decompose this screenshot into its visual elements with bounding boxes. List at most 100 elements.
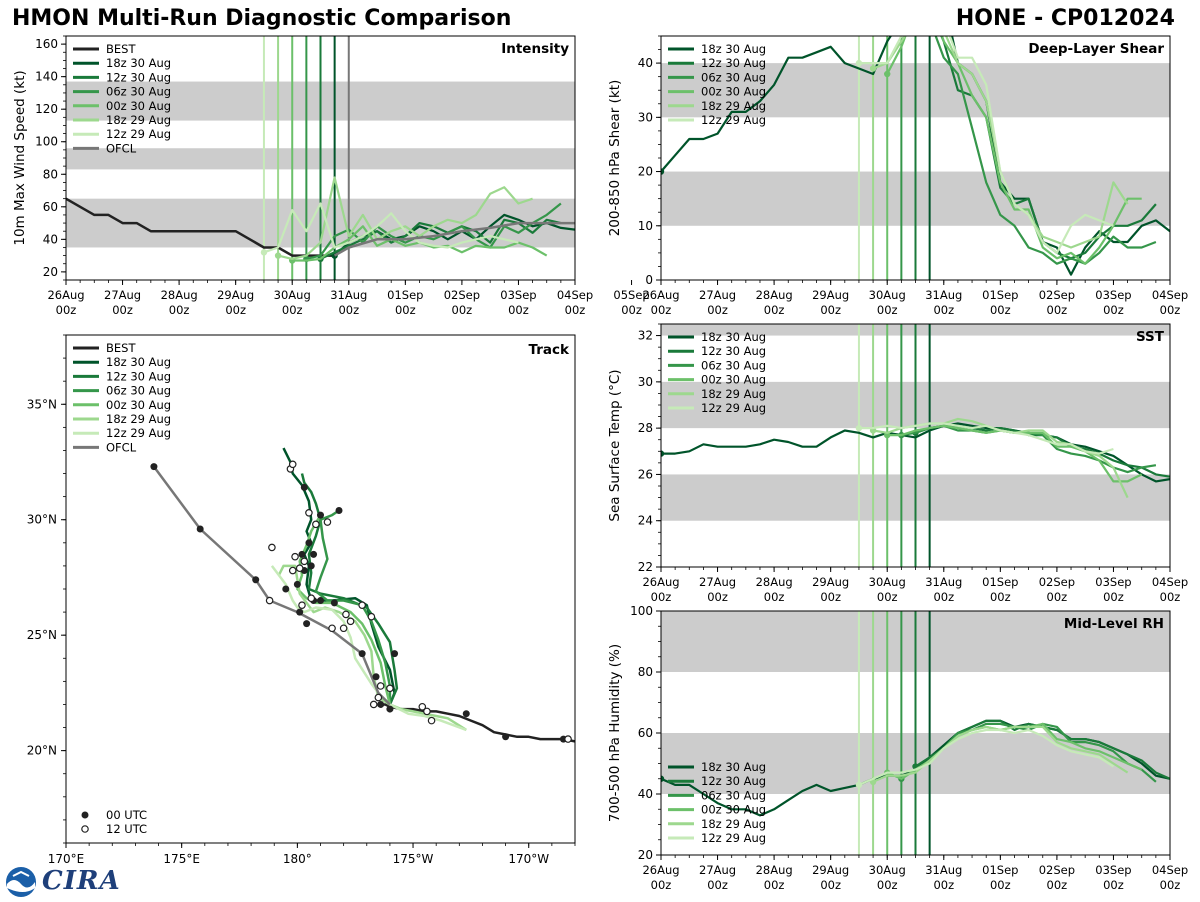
track-marker-12utc — [346, 617, 355, 626]
track-legend-label-best: BEST — [106, 341, 136, 355]
intensity-xtick-hour: 00z — [508, 303, 529, 317]
track-legend-label-12z-29-aug: 12z 29 Aug — [106, 426, 171, 440]
track-ytick-label: 25°N — [27, 628, 57, 642]
sst-xtick-hour: 00z — [820, 590, 841, 604]
track-marker-00utc — [293, 580, 301, 588]
track-series-18z-30-aug — [282, 447, 396, 705]
shear-xtick-day: 28Aug — [756, 288, 793, 302]
intensity-ytick-label: 100 — [35, 135, 58, 149]
track-marker-12utc — [291, 552, 299, 561]
sst-xtick-hour: 00z — [1160, 590, 1181, 604]
track-marker-12utc — [418, 702, 427, 711]
shear-xtick-hour: 00z — [1047, 303, 1068, 317]
intensity-series-ofcl — [333, 221, 575, 257]
track-marker-00utc — [303, 620, 311, 628]
track-series-06z-30-aug — [314, 509, 392, 705]
rh-ytick-label: 20 — [638, 848, 653, 862]
intensity-xtick-hour: 00z — [621, 303, 642, 317]
track-marker-12utc — [342, 610, 350, 619]
intensity-xtick-day: 03Sep — [500, 288, 536, 302]
track-xtick-label: 180° — [283, 852, 312, 866]
shear-xtick-hour: 00z — [1160, 303, 1181, 317]
shear-legend-label-12z-30-aug: 12z 30 Aug — [701, 56, 766, 70]
intensity-xtick-day: 29Aug — [217, 288, 254, 302]
sst-init-point-18z-30-aug — [661, 450, 665, 457]
sst-xtick-day: 04Sep — [1152, 575, 1188, 589]
sst-xtick-day: 02Sep — [1039, 575, 1075, 589]
track-marker-00utc — [502, 733, 510, 741]
rh-xtick-hour: 00z — [877, 878, 898, 892]
shear-series-18z-30-aug — [661, 36, 1170, 276]
rh-ytick-label: 40 — [638, 787, 653, 801]
track-ytick-label: 30°N — [27, 513, 57, 527]
shear-series-06z-30-aug — [934, 36, 1157, 265]
shear-xtick-day: 31Aug — [925, 288, 962, 302]
intensity-ytick-label: 120 — [35, 102, 58, 116]
track-ytick-label: 20°N — [27, 744, 57, 758]
shear-title: Deep-Layer Shear — [1028, 41, 1164, 57]
intensity-xtick-day: 30Aug — [274, 288, 311, 302]
track-marker-12utc — [358, 601, 366, 609]
track-marker-00utc — [310, 550, 318, 558]
rh-xtick-hour: 00z — [1103, 878, 1124, 892]
intensity-ylabel: 10m Max Wind Speed (kt) — [12, 70, 28, 245]
rh-panel: 2040608010026Aug00z27Aug00z28Aug00z29Aug… — [607, 604, 1188, 892]
shear-xtick-hour: 00z — [707, 303, 728, 317]
shear-xtick-hour: 00z — [764, 303, 785, 317]
sst-xtick-day: 01Sep — [982, 575, 1018, 589]
track-marker-12utc — [328, 624, 336, 633]
intensity-legend-label-best: BEST — [106, 42, 136, 56]
track-legend-label-00utc: 00 UTC — [106, 808, 147, 822]
track-marker-00utc — [330, 599, 338, 607]
track-marker-12utc — [298, 601, 306, 609]
intensity-legend-label-00z-30-aug: 00z 30 Aug — [106, 99, 171, 113]
track-marker-00utc — [317, 597, 324, 605]
sst-ytick-label: 26 — [638, 467, 653, 481]
rh-xtick-day: 03Sep — [1095, 863, 1131, 877]
track-legend-marker-12utc — [81, 825, 89, 833]
shear-xtick-hour: 00z — [651, 303, 672, 317]
track-marker-12utc — [564, 735, 572, 743]
track-xtick-label: 175°W — [393, 852, 434, 866]
intensity-xtick-day: 27Aug — [104, 288, 141, 302]
sst-init-point-12z-29-aug — [855, 424, 863, 432]
intensity-xtick-day: 05Sep — [613, 288, 649, 302]
track-xtick-label: 170°E — [48, 852, 85, 866]
track-marker-12utc — [295, 564, 304, 573]
sst-xtick-day: 03Sep — [1095, 575, 1131, 589]
track-marker-00utc — [196, 525, 204, 533]
rh-ytick-label: 60 — [638, 726, 653, 740]
rh-xtick-hour: 00z — [990, 878, 1011, 892]
sst-ytick-label: 22 — [638, 560, 653, 574]
rh-xtick-hour: 00z — [707, 878, 728, 892]
intensity-xtick-day: 04Sep — [557, 288, 593, 302]
rh-legend-label-18z-30-aug: 18z 30 Aug — [701, 760, 766, 774]
rh-xtick-day: 26Aug — [642, 863, 679, 877]
intensity-series-12z-29-aug — [263, 202, 519, 254]
rh-xtick-day: 27Aug — [699, 863, 736, 877]
rh-title: Mid-Level RH — [1064, 616, 1164, 632]
shear-legend-label-06z-30-aug: 06z 30 Aug — [701, 70, 766, 84]
rh-xtick-day: 04Sep — [1152, 863, 1188, 877]
track-marker-12utc — [305, 508, 313, 517]
shear-ytick-label: 40 — [638, 56, 653, 70]
shear-series-group — [661, 36, 1170, 276]
intensity-xtick-day: 26Aug — [47, 288, 84, 302]
sst-ylabel: Sea Surface Temp (°C) — [607, 369, 623, 521]
sst-xtick-day: 27Aug — [699, 575, 736, 589]
intensity-init-point-18z-29-aug — [274, 252, 282, 259]
shear-series-00z-30-aug — [886, 36, 1142, 265]
track-marker-00utc — [391, 650, 399, 658]
rh-xtick-day: 28Aug — [756, 863, 793, 877]
track-marker-00utc — [317, 511, 324, 519]
track-marker-12utc — [376, 682, 385, 690]
sst-xtick-hour: 00z — [764, 590, 785, 604]
rh-legend-label-06z-30-aug: 06z 30 Aug — [701, 788, 766, 802]
sst-series-group — [661, 417, 1170, 499]
shear-legend-label-18z-30-aug: 18z 30 Aug — [701, 42, 766, 56]
intensity-title: Intensity — [501, 41, 569, 57]
sst-legend-label-18z-29-aug: 18z 29 Aug — [701, 387, 766, 401]
intensity-ytick-label: 160 — [35, 37, 58, 51]
intensity-series-best — [66, 197, 335, 257]
